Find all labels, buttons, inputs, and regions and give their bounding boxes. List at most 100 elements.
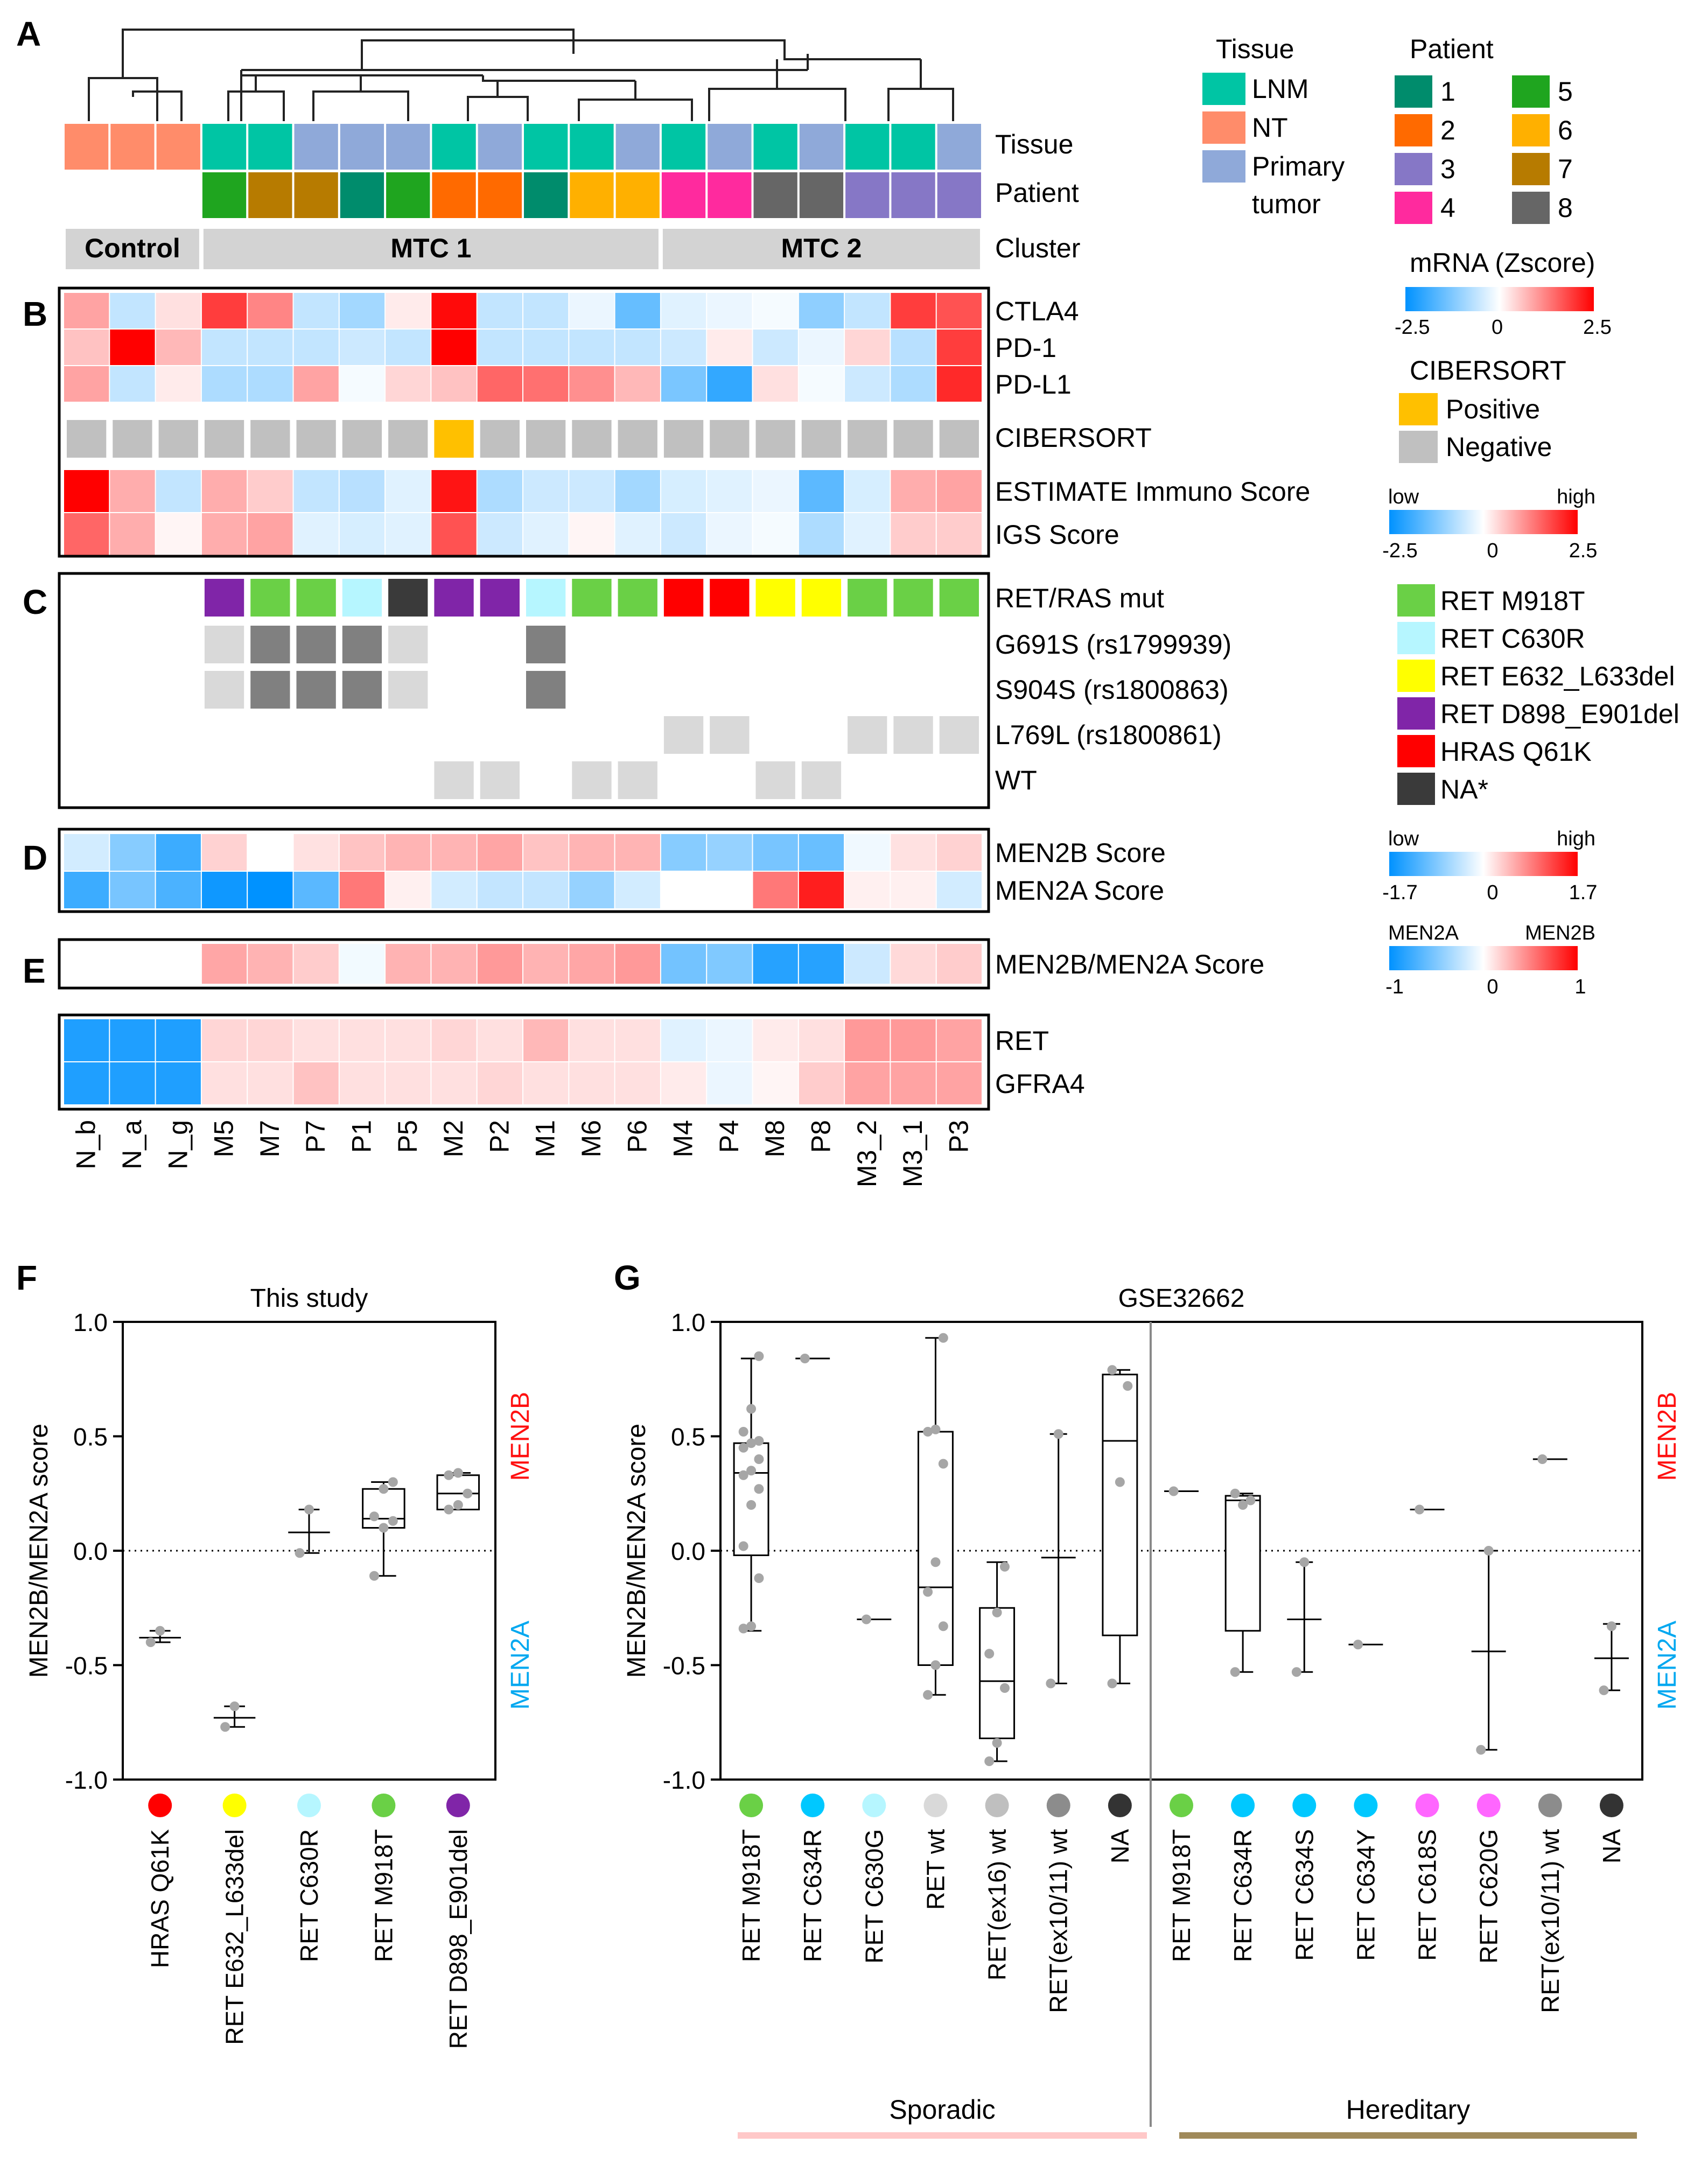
row-label-tissue: Tissue — [995, 129, 1073, 159]
heat-cell — [936, 470, 982, 512]
patient-cell — [661, 172, 706, 218]
category-label: NA — [1598, 1829, 1626, 1864]
data-point — [738, 1427, 748, 1437]
legend-patient-title: Patient — [1410, 34, 1494, 64]
legend-label: RET C630R — [1440, 624, 1585, 654]
heatmap-men-ratio: MEN2B/MEN2A Score — [64, 944, 1264, 984]
cluster-bar — [662, 229, 980, 269]
chart-g: 1.0 0.5 0.0 -0.5 -1.0 GSE32662 MEN2B/MEN2A sco… — [622, 1284, 1682, 2139]
cibersort-cell — [158, 420, 198, 458]
y-tick-label: -1.0 — [663, 1766, 705, 1794]
category-dot — [1476, 1794, 1501, 1817]
cluster-label: MTC 2 — [781, 233, 862, 263]
category-dot — [923, 1794, 948, 1817]
heat-cell — [156, 293, 201, 328]
heat-cell — [753, 293, 798, 328]
heat-cell — [477, 470, 522, 512]
heat-cell — [753, 1062, 798, 1104]
tissue-cell — [340, 124, 384, 170]
data-point — [1606, 1621, 1616, 1631]
category-label: RET D898_E901del — [444, 1829, 472, 2049]
panel-d-frame — [58, 828, 990, 913]
data-point — [1476, 1745, 1486, 1755]
hereditary-bar — [1179, 2132, 1637, 2139]
patient-cell — [202, 172, 247, 218]
sample-label: M5 — [209, 1120, 239, 1157]
mutation-cell — [893, 579, 933, 617]
category-label: RET M918T — [1167, 1829, 1195, 1962]
cibersort-cell — [618, 420, 657, 458]
data-point — [930, 1424, 941, 1434]
cibersort-cell — [572, 420, 612, 458]
heat-cell — [845, 513, 890, 555]
legend-label: 6 — [1558, 115, 1573, 145]
mutation-cell — [801, 579, 842, 617]
category-dot — [222, 1794, 247, 1817]
sample-label: P5 — [393, 1120, 423, 1153]
sample-label: M6 — [576, 1120, 606, 1157]
sample-label: M4 — [668, 1120, 698, 1157]
heatmap-men-scores: MEN2B Score MEN2A Score — [64, 834, 1166, 908]
heat-cell — [936, 330, 982, 365]
heat-cell — [431, 834, 477, 871]
y-axis-label: MEN2B/MEN2A score — [622, 1424, 651, 1678]
heat-cell — [386, 1019, 431, 1061]
heat-cell — [615, 366, 660, 402]
heat-cell — [569, 330, 614, 365]
snp-cell — [801, 761, 842, 799]
side-label-bottom: MEN2A — [506, 1621, 535, 1710]
heat-cell — [845, 293, 890, 328]
legend-tick: 2.5 — [1569, 540, 1598, 562]
cibersort-cell — [893, 420, 933, 458]
heatmap-immune-scores: ESTIMATE Immuno Score IGS Score — [64, 470, 1310, 555]
chart-f: 1.0 0.5 0.0 -0.5 -1.0 This study MEN2B/MEN2A s… — [25, 1284, 535, 2049]
heat-cell — [845, 944, 890, 984]
sample-label: M2 — [438, 1120, 468, 1157]
heat-cell — [110, 470, 155, 512]
data-point — [1483, 1546, 1494, 1556]
patient-cell — [340, 172, 384, 218]
heat-cell — [64, 330, 109, 365]
data-point — [388, 1477, 398, 1487]
y-tick-label: 1.0 — [671, 1308, 705, 1336]
category-dot — [1108, 1794, 1132, 1817]
heat-cell — [156, 872, 201, 908]
heat-cell — [523, 872, 569, 908]
heat-cell — [156, 513, 201, 555]
data-point — [1107, 1678, 1117, 1689]
heat-cell — [753, 330, 798, 365]
y-tick-label: 1.0 — [73, 1308, 108, 1336]
data-point — [369, 1511, 379, 1522]
legend-gradient — [1389, 510, 1578, 534]
heat-cell — [156, 944, 201, 984]
heat-cell — [523, 293, 569, 328]
cibersort-cell — [526, 420, 566, 458]
cibersort-cell — [388, 420, 428, 458]
snp-cell — [388, 626, 428, 663]
category-dot — [1538, 1794, 1562, 1817]
legend-label: 2 — [1440, 115, 1455, 145]
cibersort-cell — [755, 420, 795, 458]
mutation-cell — [250, 579, 290, 617]
heat-cell — [799, 513, 844, 555]
heat-cell — [845, 872, 890, 908]
patient-cell — [386, 172, 430, 218]
snp-cell — [204, 671, 244, 709]
heat-cell — [110, 513, 155, 555]
heat-cell — [707, 330, 752, 365]
heat-cell — [661, 293, 706, 328]
legend-swatch — [1512, 153, 1550, 185]
heat-cell — [110, 293, 155, 328]
mutation-cell — [572, 579, 612, 617]
heat-cell — [477, 513, 522, 555]
snp-row-label: S904S (rs1800863) — [995, 675, 1229, 705]
heat-cell — [110, 872, 155, 908]
sample-label: P6 — [622, 1120, 652, 1153]
heat-cell — [799, 293, 844, 328]
heat-cell — [569, 1062, 614, 1104]
heat-cell — [891, 872, 936, 908]
heat-cell — [386, 366, 431, 402]
sample-label: M3_1 — [898, 1120, 928, 1187]
heat-cell — [248, 293, 293, 328]
heat-cell — [891, 330, 936, 365]
